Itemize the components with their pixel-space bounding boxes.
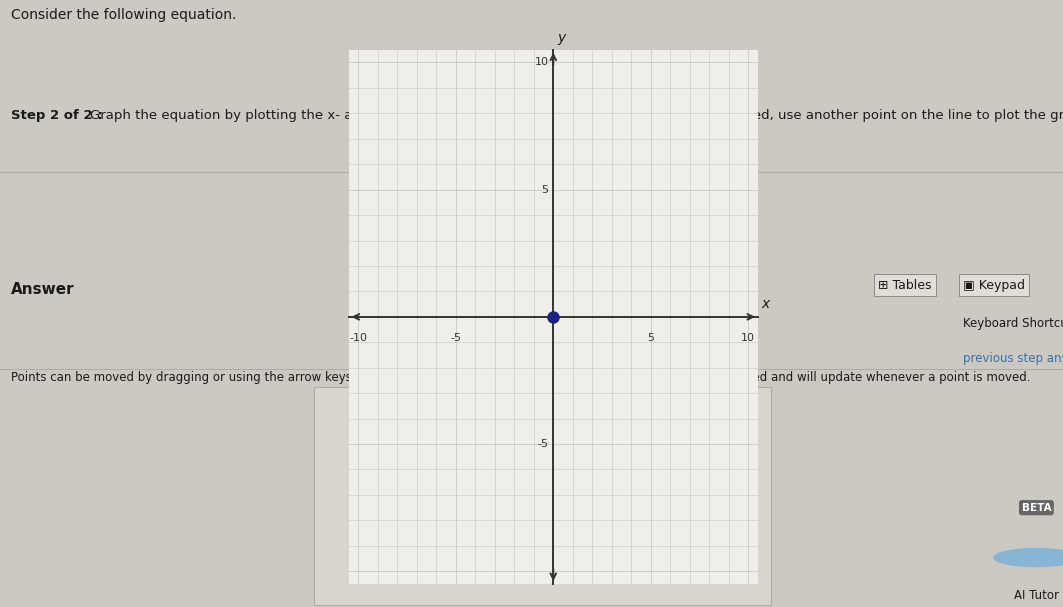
Text: 10: 10: [741, 333, 755, 344]
Text: -10: -10: [350, 333, 368, 344]
Text: y: y: [557, 31, 566, 45]
Text: 10: 10: [535, 58, 549, 67]
Text: 5: 5: [541, 185, 549, 195]
Text: Enable Zoom/Pan: Enable Zoom/Pan: [625, 397, 728, 410]
Text: Graph the equation by plotting the x- and y-intercepts.  If an intercept does no: Graph the equation by plotting the x- an…: [90, 109, 1063, 122]
Text: Points can be moved by dragging or using the arrow keys. Any lines or curves wil: Points can be moved by dragging or using…: [11, 371, 1030, 384]
Text: x: x: [762, 297, 770, 311]
Text: 5: 5: [647, 333, 654, 344]
Text: ⊞ Tables: ⊞ Tables: [878, 279, 931, 291]
Text: Step 2 of 2 :: Step 2 of 2 :: [11, 109, 107, 122]
Text: AI Tutor: AI Tutor: [1014, 589, 1059, 602]
Text: ▣ Keypad: ▣ Keypad: [963, 279, 1025, 291]
Text: -5: -5: [538, 439, 549, 449]
Text: Keyboard Shortcuts: Keyboard Shortcuts: [963, 317, 1063, 330]
Text: Consider the following equation.: Consider the following equation.: [11, 8, 236, 22]
Text: Answer: Answer: [11, 282, 74, 297]
Circle shape: [994, 549, 1063, 566]
Text: BETA: BETA: [1022, 503, 1051, 513]
FancyBboxPatch shape: [314, 387, 771, 605]
Text: previous step answer: previous step answer: [963, 352, 1063, 365]
Text: -5: -5: [451, 333, 461, 344]
Text: $12x + 15 = -12y + 15$: $12x + 15 = -12y + 15$: [431, 55, 632, 76]
